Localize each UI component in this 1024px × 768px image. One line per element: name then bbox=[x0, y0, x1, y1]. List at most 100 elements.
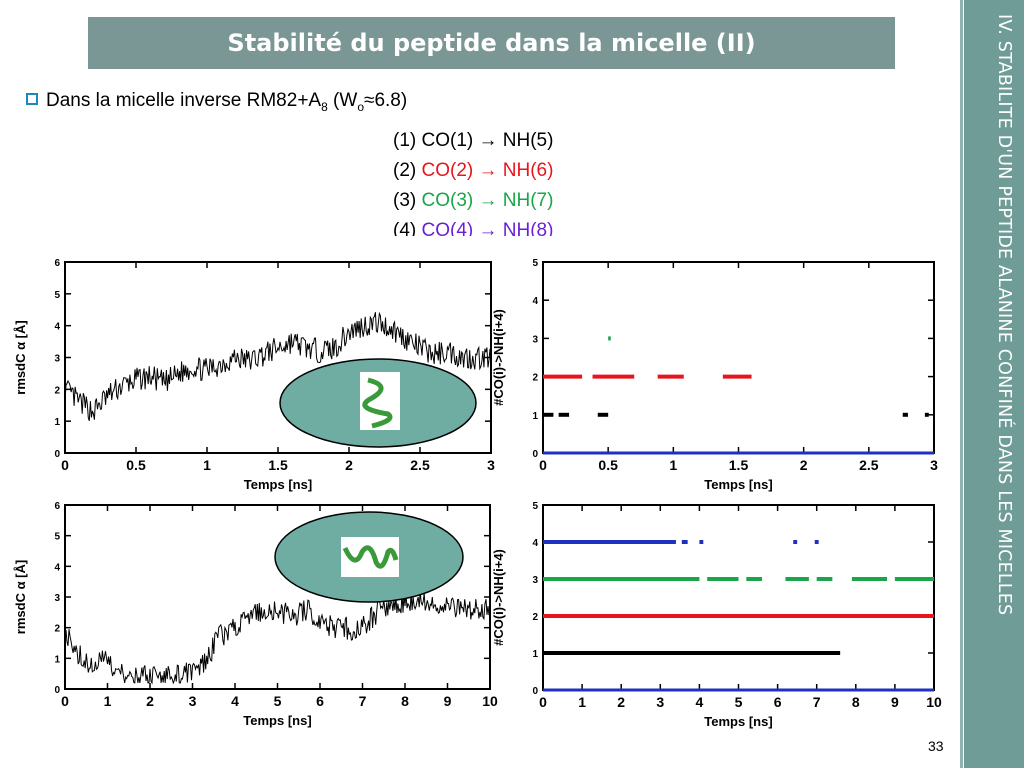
x-tick-label: 4 bbox=[231, 693, 239, 709]
legend-num-4: (4) bbox=[393, 220, 422, 236]
x-tick-label: 1.5 bbox=[729, 457, 749, 473]
y-tick-label: 1 bbox=[54, 417, 60, 428]
legend-text-3: CO(3) → NH(7) bbox=[421, 190, 554, 211]
x-tick-label: 3 bbox=[189, 693, 197, 709]
legend-item-1: (1) CO(1) → NH(5) bbox=[393, 126, 553, 156]
plot-frame bbox=[64, 261, 492, 454]
y-tick-label: 1 bbox=[532, 649, 538, 660]
legend-item-3: (3) CO(3) → NH(7) bbox=[393, 186, 553, 216]
chart-rmsd-top: 0 0.5 1 1.5 2 2.5 3 0 1 2 3 4 5 6 Temps [ns] rmsdC α [Å… bbox=[13, 258, 495, 492]
bullet-suffix-close: ≈6.8) bbox=[364, 90, 408, 111]
legend-num-3: (3) bbox=[393, 190, 422, 211]
bond-legend: (1) CO(1) → NH(5) (2) CO(2) → NH(6) (3) … bbox=[393, 126, 553, 236]
plot-frame bbox=[542, 261, 935, 454]
x-axis-label: Temps [ns] bbox=[704, 714, 772, 729]
y-axis-label: #CO(i)->NH(i+4) bbox=[491, 309, 506, 406]
x-tick-label: 0 bbox=[539, 694, 547, 710]
x-axis-label: Temps [ns] bbox=[704, 477, 772, 492]
y-tick-label: 3 bbox=[532, 334, 538, 345]
y-tick-label: 2 bbox=[54, 385, 60, 396]
x-tick-label: 1 bbox=[669, 457, 677, 473]
x-tick-label: 1 bbox=[104, 693, 112, 709]
y-tick-label: 4 bbox=[54, 562, 60, 573]
sidebar-section-title: IV. STABILITE D'UN PEPTIDE ALANINE CONFI… bbox=[994, 14, 1014, 616]
title-bar: Stabilité du peptide dans la micelle (II… bbox=[88, 17, 895, 69]
bullet-text: Dans la micelle inverse RM82+A bbox=[46, 90, 322, 111]
y-tick-label: 0 bbox=[54, 449, 60, 460]
chart-hbond-top: 0 0.5 1 1.5 2 2.5 3 0 1 2 3 4 5 Temps [ns] #CO(i)->NH(… bbox=[491, 258, 938, 492]
y-tick-label: 6 bbox=[54, 258, 60, 269]
plot-frame bbox=[542, 504, 935, 691]
x-tick-label: 2 bbox=[617, 694, 625, 710]
x-tick-label: 3 bbox=[656, 694, 664, 710]
x-tick-label: 2 bbox=[146, 693, 154, 709]
x-tick-label: 2.5 bbox=[859, 457, 879, 473]
y-tick-label: 5 bbox=[532, 501, 538, 512]
x-tick-label: 8 bbox=[852, 694, 860, 710]
x-tick-label: 1 bbox=[203, 457, 211, 473]
x-tick-label: 5 bbox=[274, 693, 282, 709]
legend-item-2: (2) CO(2) → NH(6) bbox=[393, 156, 553, 186]
sidebar-edge bbox=[960, 0, 963, 768]
y-tick-label: 2 bbox=[532, 373, 538, 384]
x-tick-label: 6 bbox=[316, 693, 324, 709]
x-tick-label: 8 bbox=[401, 693, 409, 709]
x-tick-label: 10 bbox=[926, 694, 942, 710]
y-tick-label: 0 bbox=[532, 449, 538, 460]
y-tick-label: 3 bbox=[54, 354, 60, 365]
legend-item-4: (4) CO(4) → NH(8) bbox=[393, 216, 553, 236]
legend-text-1: CO(1) → NH(5) bbox=[421, 130, 554, 151]
x-tick-label: 5 bbox=[735, 694, 743, 710]
y-tick-label: 3 bbox=[532, 575, 538, 586]
y-tick-label: 5 bbox=[532, 258, 538, 269]
x-tick-label: 7 bbox=[813, 694, 821, 710]
y-axis-label: rmsdC α [Å] bbox=[13, 320, 28, 394]
x-tick-label: 10 bbox=[482, 693, 498, 709]
plot-frame bbox=[64, 504, 491, 690]
y-tick-label: 1 bbox=[54, 654, 60, 665]
x-tick-label: 7 bbox=[359, 693, 367, 709]
page-number: 33 bbox=[928, 738, 944, 754]
peptide-inset-top bbox=[279, 358, 477, 448]
slide-title: Stabilité du peptide dans la micelle (II… bbox=[227, 29, 756, 57]
x-tick-label: 0.5 bbox=[126, 457, 146, 473]
sidebar bbox=[964, 0, 1024, 768]
bullet-box-icon bbox=[26, 93, 38, 105]
x-tick-label: 1 bbox=[578, 694, 586, 710]
helix-icon bbox=[362, 377, 393, 429]
legend-num-1: (1) bbox=[393, 130, 422, 151]
y-tick-label: 4 bbox=[532, 296, 538, 307]
x-tick-label: 2 bbox=[345, 457, 353, 473]
y-tick-label: 6 bbox=[54, 501, 60, 512]
x-tick-label: 6 bbox=[774, 694, 782, 710]
y-axis-label: rmsdC α [Å] bbox=[13, 560, 28, 634]
chart-hbond-bottom: 0 1 2 3 4 5 6 7 8 9 10 0 1 2 3 4 5 Temps [ns] #CO(i)->NH(i… bbox=[491, 501, 942, 729]
x-tick-label: 2.5 bbox=[410, 457, 430, 473]
legend-text-4: CO(4) → NH(8) bbox=[421, 220, 554, 236]
bullet-sub: 8 bbox=[321, 99, 328, 114]
rmsd-series-line bbox=[64, 591, 491, 685]
y-tick-label: 0 bbox=[532, 686, 538, 697]
x-tick-label: 0.5 bbox=[598, 457, 618, 473]
y-tick-label: 2 bbox=[532, 612, 538, 623]
x-tick-label: 4 bbox=[696, 694, 704, 710]
peptide-chain-icon bbox=[342, 545, 399, 569]
y-tick-label: 1 bbox=[532, 411, 538, 422]
x-tick-label: 0 bbox=[539, 457, 547, 473]
y-tick-label: 4 bbox=[54, 322, 60, 333]
y-tick-label: 5 bbox=[54, 532, 60, 543]
bullet-sub2: o bbox=[357, 99, 365, 114]
x-tick-label: 9 bbox=[444, 693, 452, 709]
bullet-line: Dans la micelle inverse RM82+A8 (Wo≈6.8) bbox=[26, 90, 407, 114]
y-tick-label: 2 bbox=[54, 624, 60, 635]
y-tick-label: 5 bbox=[54, 290, 60, 301]
y-tick-label: 4 bbox=[532, 538, 538, 549]
rmsd-series-line bbox=[64, 311, 492, 421]
x-axis-label: Temps [ns] bbox=[244, 477, 312, 492]
y-tick-label: 0 bbox=[54, 685, 60, 696]
x-axis-label: Temps [ns] bbox=[243, 713, 311, 728]
y-tick-label: 3 bbox=[54, 593, 60, 604]
chart-rmsd-bottom: 0 1 2 3 4 5 6 7 8 9 10 0 1 2 3 4 5 6 Temps [ns] rmsdC α [Å] bbox=[13, 501, 498, 728]
legend-num-2: (2) bbox=[393, 160, 422, 181]
x-tick-label: 1.5 bbox=[268, 457, 288, 473]
